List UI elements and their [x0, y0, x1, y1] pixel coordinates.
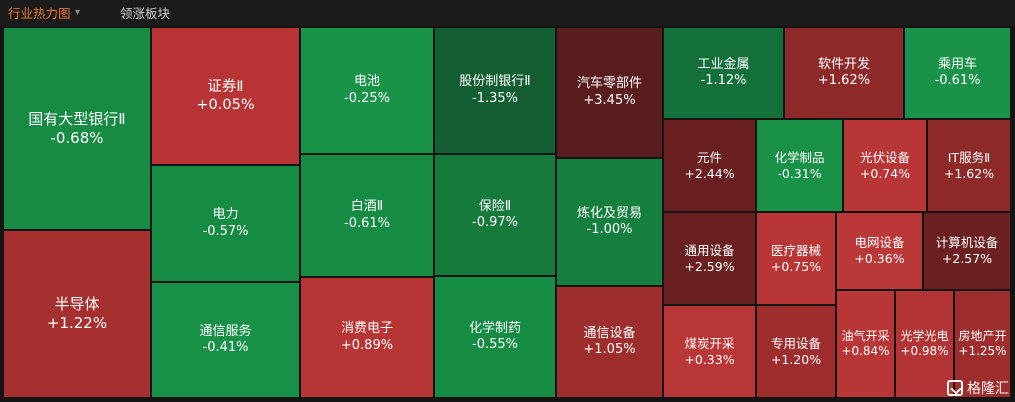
tile-change: -0.31%	[777, 165, 822, 181]
heatmap-tile[interactable]: 通用设备 +2.59%	[663, 212, 756, 305]
tile-name: 半导体	[54, 295, 100, 314]
tile-change: -1.12%	[700, 73, 747, 88]
heatmap-tile[interactable]: 医疗器械 +0.75%	[756, 212, 836, 305]
tile-change: -1.35%	[472, 90, 518, 106]
tile-name: 专用设备	[770, 335, 821, 351]
tile-change: -0.68%	[50, 128, 104, 147]
heatmap-tile[interactable]: IT服务Ⅱ +1.62%	[927, 119, 1011, 212]
tile-change: +0.74%	[859, 165, 911, 181]
tile-name: 电池	[353, 74, 380, 90]
tile-name: 汽车零部件	[576, 76, 642, 92]
tile-change: +1.62%	[817, 73, 871, 88]
tab-leading-sectors[interactable]: 领涨板块	[120, 6, 171, 21]
tile-name: 保险Ⅱ	[478, 198, 512, 214]
heatmap-tile[interactable]: 光伏设备 +0.74%	[843, 119, 927, 212]
heatmap-tile[interactable]: 白酒Ⅱ -0.61%	[300, 154, 434, 277]
heatmap-tile[interactable]: 消费电子 +0.89%	[300, 277, 434, 398]
top-bar: 行业热力图 ▾ 领涨板块	[0, 0, 1015, 26]
heatmap-tile[interactable]: 房地产开 +1.25%	[954, 290, 1011, 398]
tile-name: 煤炭开采	[684, 335, 735, 351]
heatmap-tile[interactable]: 证券Ⅱ +0.05%	[151, 27, 300, 165]
tile-change: +2.44%	[684, 165, 735, 181]
heatmap-tile[interactable]: 通信服务 -0.41%	[151, 282, 300, 398]
tile-name: 白酒Ⅱ	[350, 199, 384, 215]
tile-change: -0.55%	[472, 337, 518, 352]
tile-name: 医疗器械	[770, 242, 821, 258]
heatmap-tile[interactable]: 汽车零部件 +3.45%	[556, 27, 663, 158]
watermark-logo: 格隆汇	[947, 378, 1009, 398]
tile-name: 工业金属	[697, 56, 750, 72]
tile-change: -0.61%	[934, 73, 981, 88]
heatmap-tile[interactable]: 股份制银行Ⅱ -1.35%	[434, 27, 556, 154]
tile-change: +1.20%	[770, 351, 822, 367]
tile-name: 乘用车	[937, 56, 977, 72]
tile-change: +0.33%	[684, 351, 735, 367]
tile-name: 计算机设备	[935, 235, 999, 251]
tile-name: 电力	[212, 207, 239, 223]
tile-name: 炼化及贸易	[576, 205, 642, 221]
heatmap-tile[interactable]: 化学制药 -0.55%	[434, 276, 556, 398]
tile-change: +2.59%	[684, 258, 735, 274]
heatmap-tile[interactable]: 工业金属 -1.12%	[663, 27, 784, 119]
tile-name: 光伏设备	[859, 149, 910, 165]
tile-name: 通信服务	[199, 323, 252, 339]
tile-name: 通用设备	[684, 242, 735, 258]
heatmap-tile[interactable]: 保险Ⅱ -0.97%	[434, 154, 556, 276]
tile-name: 消费电子	[340, 321, 393, 337]
tile-change: +3.45%	[583, 92, 636, 108]
tile-name: 股份制银行Ⅱ	[459, 74, 531, 90]
tile-change: +0.05%	[196, 97, 255, 113]
tile-name: 光学光电	[900, 329, 949, 343]
tile-name: 化学制药	[468, 320, 521, 336]
heatmap-tile[interactable]: 软件开发 +1.62%	[784, 27, 904, 119]
tile-change: -1.00%	[586, 222, 633, 237]
tile-name: IT服务Ⅱ	[947, 149, 991, 165]
heatmap-tile[interactable]: 油气开采 +0.84%	[836, 290, 895, 398]
chevron-down-icon[interactable]: ▾	[75, 7, 81, 18]
heatmap-tile[interactable]: 煤炭开采 +0.33%	[663, 305, 756, 398]
heatmap-tile[interactable]: 化学制品 -0.31%	[756, 119, 843, 212]
watermark-text: 格隆汇	[967, 381, 1009, 397]
tile-change: -0.41%	[202, 340, 249, 355]
tab-industry-heatmap[interactable]: 行业热力图	[8, 6, 71, 21]
tile-name: 国有大型银行Ⅱ	[28, 109, 126, 128]
tile-change: +0.36%	[854, 251, 905, 266]
heatmap-tile[interactable]: 电力 -0.57%	[151, 165, 300, 282]
tile-change: +1.22%	[46, 314, 108, 332]
heatmap-tile[interactable]: 炼化及贸易 -1.00%	[556, 158, 663, 286]
tile-name: 化学制品	[774, 149, 825, 165]
logo-icon	[947, 380, 963, 396]
tile-change: -0.61%	[344, 215, 390, 231]
tile-change: +0.89%	[340, 337, 394, 353]
heatmap-tile[interactable]: 国有大型银行Ⅱ -0.68%	[3, 27, 151, 230]
tile-change: -0.97%	[472, 215, 518, 230]
tile-change: -0.25%	[344, 90, 390, 106]
tile-name: 房地产开	[958, 329, 1007, 343]
tile-change: +0.98%	[900, 344, 949, 358]
tile-change: +1.05%	[583, 342, 636, 357]
heatmap-tile[interactable]: 计算机设备 +2.57%	[923, 212, 1011, 290]
heatmap-tile[interactable]: 电网设备 +0.36%	[836, 212, 923, 290]
heatmap-tile[interactable]: 乘用车 -0.61%	[904, 27, 1011, 119]
tile-name: 油气开采	[841, 329, 890, 343]
heatmap-tile[interactable]: 专用设备 +1.20%	[756, 305, 836, 398]
heatmap-tile[interactable]: 电池 -0.25%	[300, 27, 434, 154]
tile-change: +0.75%	[770, 258, 822, 274]
tile-name: 软件开发	[817, 56, 870, 72]
tile-name: 电网设备	[854, 235, 905, 251]
tile-name: 通信设备	[583, 325, 636, 341]
tile-name: 证券Ⅱ	[207, 78, 244, 95]
heatmap-tile[interactable]: 半导体 +1.22%	[3, 230, 151, 398]
heatmap-tile[interactable]: 光学光电 +0.98%	[895, 290, 954, 398]
tile-change: +2.57%	[941, 251, 993, 266]
heatmap-tile[interactable]: 元件 +2.44%	[663, 119, 756, 212]
tile-change: -0.57%	[202, 223, 249, 239]
tile-change: +1.25%	[958, 344, 1007, 358]
tile-change: +1.62%	[943, 165, 995, 181]
tile-name: 元件	[696, 149, 722, 165]
tile-change: +0.84%	[841, 344, 890, 358]
heatmap-tile[interactable]: 通信设备 +1.05%	[556, 286, 663, 398]
